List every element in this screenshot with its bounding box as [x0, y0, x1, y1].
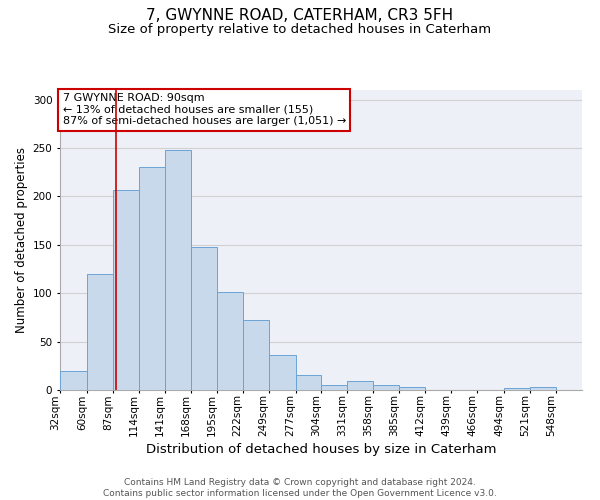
Bar	[139, 168, 165, 390]
Bar	[269, 355, 296, 390]
Text: 7, GWYNNE ROAD, CATERHAM, CR3 5FH: 7, GWYNNE ROAD, CATERHAM, CR3 5FH	[146, 8, 454, 22]
Bar	[347, 382, 373, 390]
Bar	[191, 247, 217, 390]
Bar	[400, 387, 425, 390]
Text: 7 GWYNNE ROAD: 90sqm
← 13% of detached houses are smaller (155)
87% of semi-deta: 7 GWYNNE ROAD: 90sqm ← 13% of detached h…	[62, 93, 346, 126]
Bar	[242, 320, 269, 390]
Bar	[113, 190, 139, 390]
Bar	[87, 274, 113, 390]
Bar	[504, 388, 530, 390]
Bar	[296, 376, 322, 390]
Bar	[60, 370, 87, 390]
Text: Contains HM Land Registry data © Crown copyright and database right 2024.
Contai: Contains HM Land Registry data © Crown c…	[103, 478, 497, 498]
Text: Distribution of detached houses by size in Caterham: Distribution of detached houses by size …	[146, 442, 496, 456]
Bar	[373, 385, 400, 390]
Bar	[530, 387, 556, 390]
Bar	[217, 292, 242, 390]
Bar	[322, 385, 347, 390]
Text: Size of property relative to detached houses in Caterham: Size of property relative to detached ho…	[109, 22, 491, 36]
Bar	[165, 150, 191, 390]
Y-axis label: Number of detached properties: Number of detached properties	[16, 147, 28, 333]
